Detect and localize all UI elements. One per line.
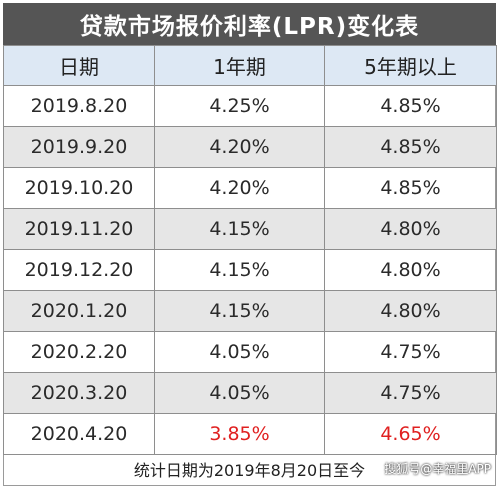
rate-1-year-cell: 4.05% <box>154 372 325 414</box>
date-cell: 2020.2.20 <box>3 331 155 373</box>
rate-1-year-cell: 4.15% <box>154 290 325 332</box>
header-date: 日期 <box>3 45 155 86</box>
rate-5-year-cell: 4.85% <box>324 126 497 168</box>
rate-1-year-cell: 4.25% <box>154 85 325 127</box>
date-cell: 2019.10.20 <box>3 167 155 209</box>
date-cell: 2019.11.20 <box>3 208 155 250</box>
rate-1-year-cell-highlight: 3.85% <box>154 413 325 455</box>
table-row: 2019.11.20 4.15% 4.80% <box>3 208 497 250</box>
rate-5-year-cell: 4.85% <box>324 85 497 127</box>
rate-5-year-cell: 4.75% <box>324 372 497 414</box>
rate-1-year-cell: 4.15% <box>154 208 325 250</box>
rate-5-year-cell: 4.75% <box>324 331 497 373</box>
rate-5-year-cell: 4.85% <box>324 167 497 209</box>
date-cell: 2019.8.20 <box>3 85 155 127</box>
table-row: 2020.3.20 4.05% 4.75% <box>3 372 497 414</box>
rate-5-year-cell: 4.80% <box>324 208 497 250</box>
header-1-year: 1年期 <box>154 45 325 86</box>
table-row: 2019.9.20 4.20% 4.85% <box>3 126 497 168</box>
watermark-text: 搜狐号@幸福里APP <box>384 462 491 476</box>
rate-5-year-cell-highlight: 4.65% <box>324 413 497 455</box>
date-cell: 2020.1.20 <box>3 290 155 332</box>
rate-1-year-cell: 4.20% <box>154 167 325 209</box>
footer-note: 统计日期为2019年8月20日至今 <box>133 461 366 480</box>
date-cell: 2020.3.20 <box>3 372 155 414</box>
lpr-table: 日期 1年期 5年期以上 2019.8.20 4.25% 4.85% 2019.… <box>3 45 497 455</box>
rate-1-year-cell: 4.05% <box>154 331 325 373</box>
rate-1-year-cell: 4.15% <box>154 249 325 291</box>
table-row: 2020.4.20 3.85% 4.65% <box>3 413 497 455</box>
rate-5-year-cell: 4.80% <box>324 249 497 291</box>
header-row: 日期 1年期 5年期以上 <box>3 45 497 86</box>
rate-1-year-cell: 4.20% <box>154 126 325 168</box>
table-row: 2019.10.20 4.20% 4.85% <box>3 167 497 209</box>
date-cell: 2020.4.20 <box>3 413 155 455</box>
table-row: 2020.2.20 4.05% 4.75% <box>3 331 497 373</box>
header-5-year: 5年期以上 <box>324 45 497 86</box>
table-row: 2019.8.20 4.25% 4.85% <box>3 85 497 127</box>
date-cell: 2019.9.20 <box>3 126 155 168</box>
rate-5-year-cell: 4.80% <box>324 290 497 332</box>
table-row: 2019.12.20 4.15% 4.80% <box>3 249 497 291</box>
date-cell: 2019.12.20 <box>3 249 155 291</box>
table-row: 2020.1.20 4.15% 4.80% <box>3 290 497 332</box>
table-title: 贷款市场报价利率(LPR)变化表 <box>3 3 496 45</box>
